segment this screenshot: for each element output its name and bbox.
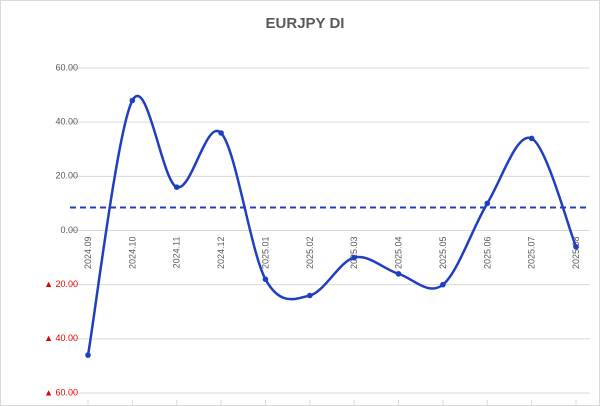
point — [351, 254, 357, 261]
y-tick-label: 60.00 — [55, 62, 78, 72]
x-tick-label: 2025.08 — [571, 237, 581, 270]
point — [573, 243, 579, 250]
point — [440, 281, 446, 288]
y-tick-label: 0.00 — [60, 225, 78, 235]
point — [85, 352, 91, 358]
point — [173, 184, 180, 190]
x-tick-label: 2024.10 — [127, 237, 137, 270]
y-tick-label: ▲ 40.00 — [44, 333, 78, 343]
x-tick-label: 2024.12 — [216, 237, 226, 270]
point — [395, 271, 402, 277]
x-tick-label: 2025.05 — [438, 237, 448, 270]
x-tick-label: 2024.11 — [172, 237, 182, 269]
y-tick-label: ▲ 60.00 — [44, 387, 78, 397]
chart-title: EURJPY DI — [266, 15, 345, 32]
point — [129, 97, 136, 104]
x-tick-label: 2024.09 — [83, 237, 93, 270]
x-tick-label: 2025.07 — [527, 237, 537, 270]
x-tick-label: 2025.04 — [394, 237, 404, 270]
y-tick-label: 40.00 — [55, 117, 78, 127]
x-tick-label: 2025.01 — [260, 237, 270, 270]
x-tick-label: 2025.02 — [305, 237, 315, 270]
y-tick-label: 20.00 — [55, 171, 78, 181]
point — [484, 200, 491, 207]
line-series — [86, 95, 578, 356]
point — [262, 276, 269, 283]
point — [528, 135, 535, 142]
point — [218, 130, 224, 136]
x-tick-label: 2025.06 — [482, 236, 492, 269]
point — [307, 292, 313, 299]
y-tick-label: ▲ 20.00 — [44, 279, 78, 289]
x-tick-label: 2025.03 — [349, 237, 359, 270]
